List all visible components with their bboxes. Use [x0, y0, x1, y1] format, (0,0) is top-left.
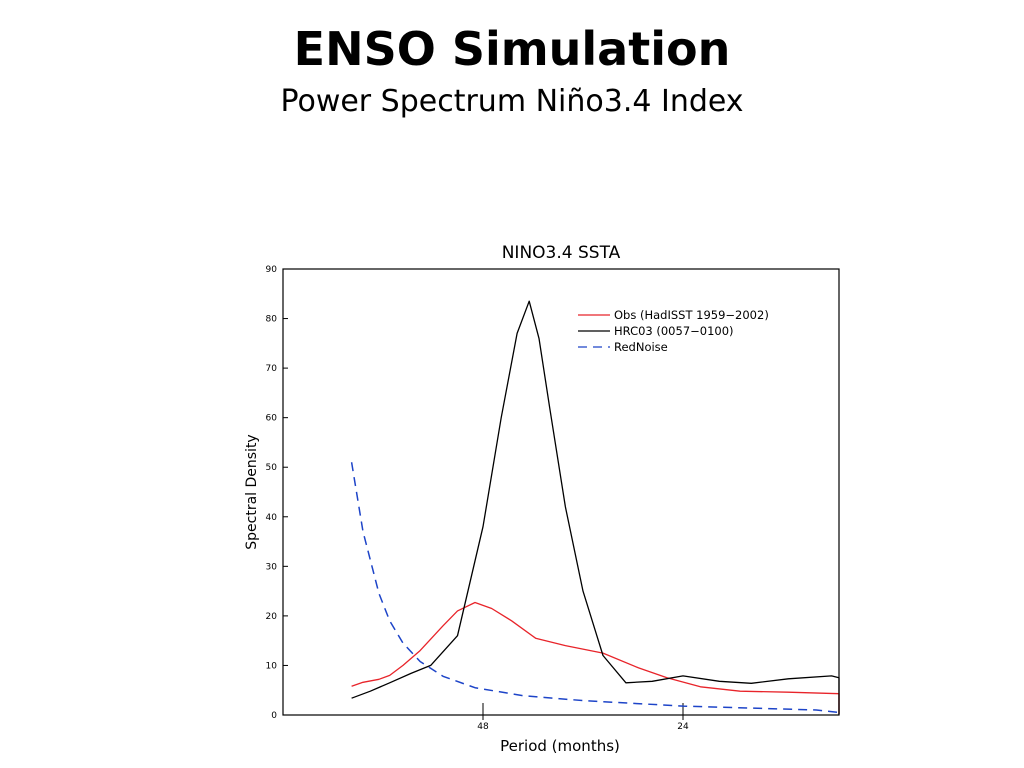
- legend-label: RedNoise: [614, 340, 668, 354]
- series-line-rednoise: [350, 462, 840, 715]
- x-tick-label: 48: [477, 722, 489, 732]
- y-tick-label: 0: [271, 711, 277, 721]
- y-axis-label: Spectral Density: [244, 434, 260, 549]
- y-tick-label: 40: [266, 513, 278, 523]
- y-tick-label: 70: [266, 364, 278, 374]
- x-axis: 482412: [477, 703, 689, 732]
- y-axis: 0 10 20 30 40 50 60 70 80 90: [266, 265, 288, 721]
- y-tick-label: 10: [266, 661, 278, 671]
- y-tick-label: 50: [266, 463, 278, 473]
- legend-label: HRC03 (0057−0100): [614, 324, 734, 338]
- x-tick-label: 24: [677, 722, 689, 732]
- y-tick-label: 30: [266, 562, 278, 572]
- y-tick-label: 80: [266, 315, 278, 325]
- legend: Obs (HadISST 1959−2002) HRC03 (0057−0100)…: [578, 308, 769, 354]
- chart-title: NINO3.4 SSTA: [502, 243, 621, 263]
- slide-title: ENSO Simulation: [293, 22, 731, 76]
- y-tick-label: 90: [266, 265, 278, 275]
- legend-label: Obs (HadISST 1959−2002): [614, 308, 769, 322]
- series-line-obs: [351, 601, 840, 715]
- x-axis-label: Period (months): [500, 737, 620, 755]
- y-tick-label: 20: [266, 612, 278, 622]
- series-line-hrc03: [351, 300, 840, 715]
- y-tick-label: 60: [266, 414, 278, 424]
- series-layer: [350, 300, 840, 715]
- slide-subtitle: Power Spectrum Niño3.4 Index: [280, 84, 744, 119]
- plot-frame: [282, 268, 840, 716]
